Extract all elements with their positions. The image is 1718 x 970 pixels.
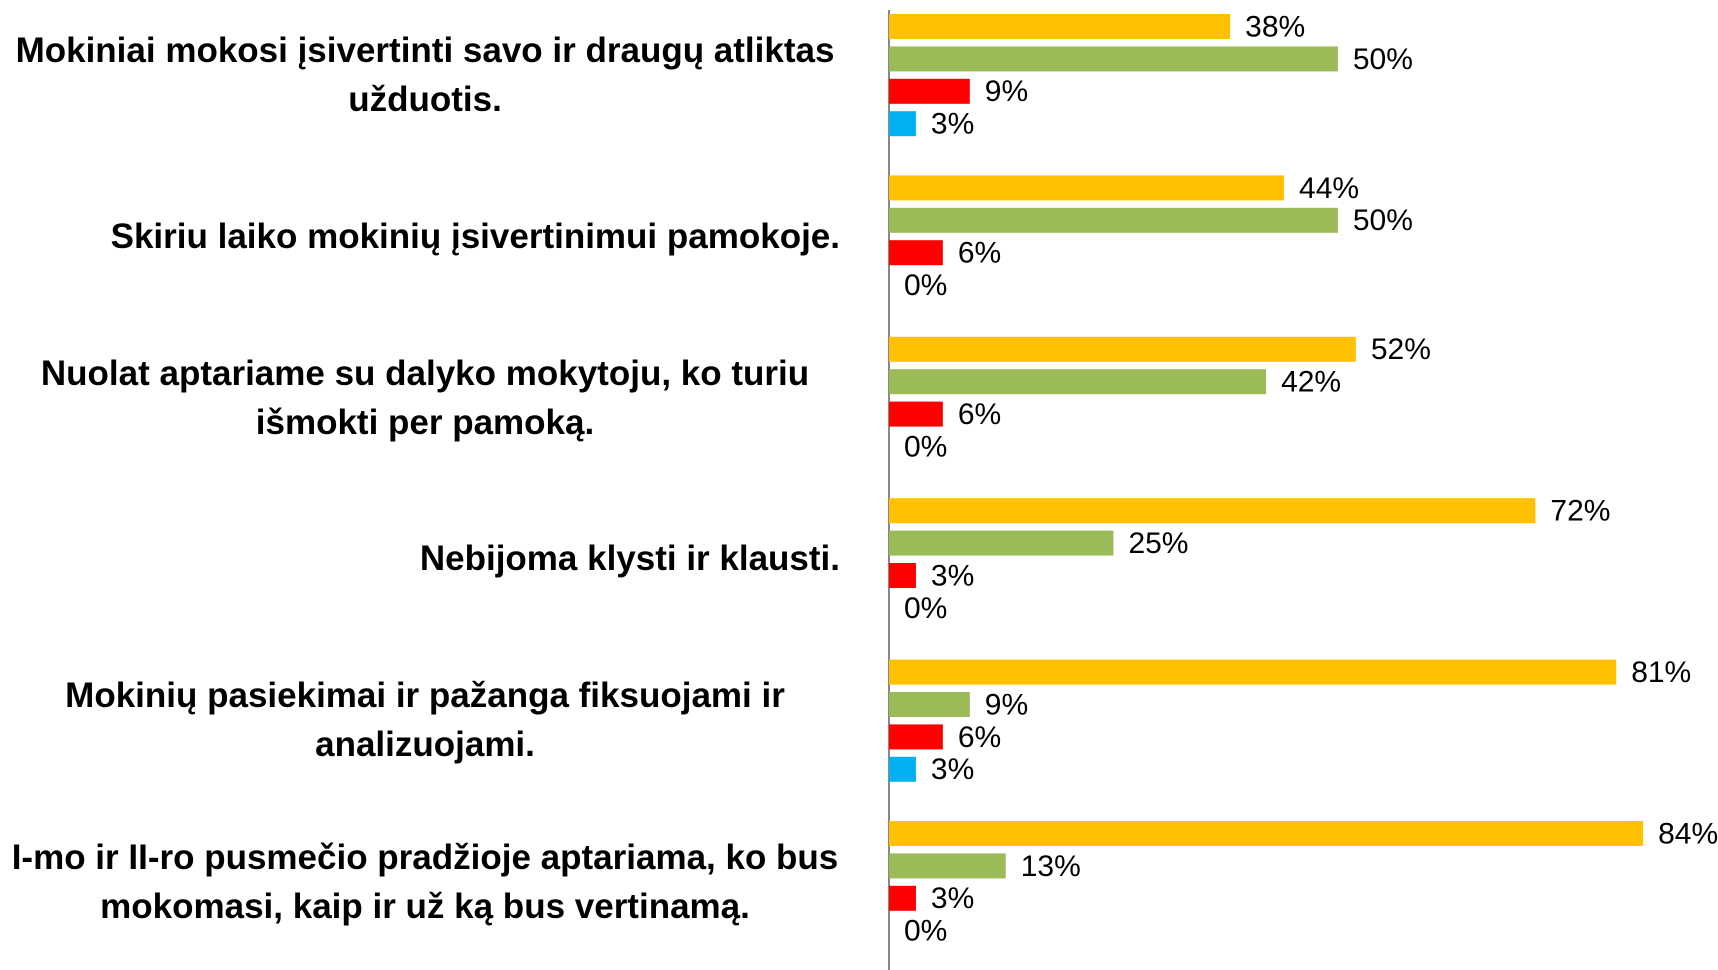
bar	[889, 401, 943, 427]
category-text: I-mo ir II-ro pusmečio pradžioje aptaria…	[11, 837, 839, 926]
category-text: Nuolat aptariame su dalyko mokytoju, ko …	[40, 353, 810, 442]
bar	[889, 111, 916, 137]
bar	[889, 821, 1644, 846]
value-label: 38%	[1245, 10, 1305, 43]
bar	[889, 369, 1267, 395]
category-label: Nuolat aptariame su dalyko mokytoju, ko …	[0, 333, 840, 463]
value-label: 6%	[958, 237, 1001, 270]
bar	[889, 724, 943, 750]
bar	[889, 563, 916, 588]
value-label: 3%	[931, 559, 974, 592]
value-label: 72%	[1550, 495, 1610, 528]
bar	[889, 240, 943, 266]
category-text: Mokinių pasiekimai ir pažanga fiksuojami…	[65, 676, 785, 765]
bar	[889, 498, 1536, 524]
bar	[889, 530, 1114, 556]
bar	[889, 659, 1617, 685]
category-text: Skiriu laiko mokinių įsivertinimui pamok…	[110, 216, 840, 256]
value-label: 81%	[1631, 656, 1691, 689]
value-label: 6%	[958, 398, 1001, 431]
value-label: 3%	[931, 882, 974, 915]
bar	[889, 175, 1285, 201]
category-label: I-mo ir II-ro pusmečio pradžioje aptaria…	[0, 817, 840, 947]
bar	[889, 336, 1356, 362]
value-label: 25%	[1128, 527, 1188, 560]
value-label: 52%	[1371, 333, 1431, 366]
value-label: 0%	[904, 592, 947, 625]
value-label: 9%	[985, 688, 1028, 721]
category-label: Skiriu laiko mokinių įsivertinimui pamok…	[0, 171, 840, 301]
bar	[889, 207, 1338, 233]
bar	[889, 78, 970, 104]
bar	[889, 885, 916, 911]
category-label: Nebijoma klysti ir klausti.	[0, 494, 840, 624]
value-label: 9%	[985, 75, 1028, 108]
bar	[889, 756, 916, 782]
bar	[889, 14, 1231, 39]
value-label: 50%	[1353, 204, 1413, 237]
value-label: 44%	[1299, 172, 1359, 205]
bar	[889, 46, 1338, 72]
category-text: Mokiniai mokosi įsivertinti savo ir drau…	[15, 30, 835, 119]
value-label: 0%	[904, 430, 947, 463]
value-label: 50%	[1353, 43, 1413, 76]
category-text: Nebijoma klysti ir klausti.	[419, 539, 840, 579]
bar	[889, 692, 970, 717]
value-label: 6%	[958, 721, 1001, 754]
category-label: Mokiniai mokosi įsivertinti savo ir drau…	[0, 10, 840, 140]
category-label: Mokinių pasiekimai ir pažanga fiksuojami…	[0, 656, 840, 786]
value-label: 3%	[931, 108, 974, 141]
value-label: 42%	[1281, 366, 1341, 399]
value-label: 84%	[1658, 817, 1718, 850]
bar	[889, 853, 1006, 879]
value-label: 0%	[904, 915, 947, 948]
value-label: 0%	[904, 269, 947, 302]
value-label: 13%	[1021, 850, 1081, 883]
value-label: 3%	[931, 753, 974, 786]
